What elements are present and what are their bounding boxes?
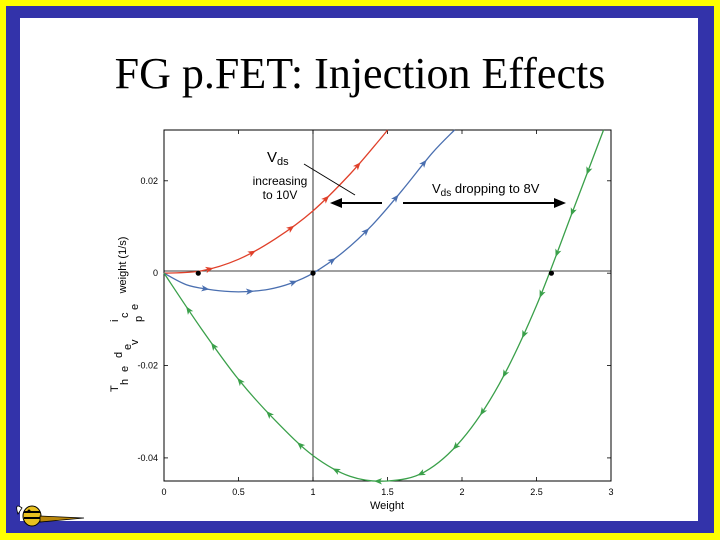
x-tick-label: 0.5 <box>232 487 245 497</box>
y-tick-label: 0 <box>153 268 158 278</box>
direction-arrow-green <box>502 369 510 378</box>
x-axis-ticks: 0 0.5 1 1.5 2 2.5 3 <box>161 130 614 497</box>
direction-arrow-red <box>247 250 256 258</box>
yellow-jacket-logo <box>16 505 85 527</box>
direction-arrow-green <box>522 329 529 339</box>
x-tick-label: 1.5 <box>381 487 394 497</box>
direction-arrows <box>186 159 593 485</box>
overlap-letter: d <box>113 352 125 358</box>
overlap-letter: T <box>109 385 121 392</box>
y-axis-ticks: 0.02 0 -0.02 -0.04 <box>137 176 611 463</box>
overlap-letter: v <box>129 339 141 345</box>
direction-arrow-green <box>297 442 306 450</box>
direction-arrow-green <box>570 207 577 216</box>
vds-label: Vds <box>267 149 289 168</box>
vds-pointer-line <box>303 163 356 196</box>
direction-arrow-blue <box>391 194 399 203</box>
overlap-letter: e <box>119 366 131 372</box>
left-arrow <box>330 198 382 208</box>
plot-area <box>163 129 612 482</box>
overlap-letter: p <box>133 316 145 322</box>
slide-content-area <box>20 18 698 521</box>
equilibrium-point <box>548 270 555 276</box>
direction-arrow-green <box>186 306 194 315</box>
equilibrium-markers <box>195 270 555 276</box>
overlap-letter: c <box>119 312 131 318</box>
y-tick-label: -0.02 <box>137 361 158 371</box>
x-tick-label: 3 <box>608 487 613 497</box>
direction-arrow-red <box>321 195 330 204</box>
direction-arrow-blue <box>419 159 427 168</box>
equilibrium-point <box>195 270 201 276</box>
direction-arrow-green <box>374 478 383 485</box>
y-tick-label: -0.04 <box>137 453 158 463</box>
direction-arrow-green <box>237 377 245 387</box>
direction-arrow-green <box>555 248 562 258</box>
increasing-label-line1: increasing <box>253 174 308 188</box>
direction-arrow-red <box>353 162 361 171</box>
equilibrium-point <box>310 270 316 276</box>
overlap-letter: h <box>119 379 131 385</box>
dropping-label: Vds dropping to 8V <box>432 181 540 199</box>
direction-arrow-green <box>539 289 546 299</box>
x-tick-label: 0 <box>161 487 166 497</box>
right-arrow <box>403 198 566 208</box>
overlap-letter: e <box>122 344 134 350</box>
y-tick-label: 0.02 <box>140 176 158 186</box>
x-axis-title: Weight <box>370 500 404 512</box>
direction-arrow-blue <box>245 288 255 295</box>
direction-arrow-green <box>266 411 275 420</box>
y-axis-title: weight (1/s) <box>117 237 129 295</box>
slide-title: FG p.FET: Injection Effects <box>114 49 606 98</box>
direction-arrow-green <box>332 468 341 475</box>
direction-arrow-green <box>480 407 488 416</box>
x-tick-label: 2 <box>459 487 464 497</box>
direction-arrow-red <box>286 225 295 233</box>
overlap-letter: i <box>109 320 121 322</box>
overlap-letter: e <box>129 304 141 310</box>
direction-arrow-blue <box>327 257 336 266</box>
direction-arrow-green <box>452 441 461 450</box>
x-tick-label: 1 <box>310 487 315 497</box>
direction-arrow-green <box>417 469 426 476</box>
direction-arrow-blue <box>361 228 370 237</box>
increasing-label-line2: to 10V <box>263 188 298 202</box>
direction-arrow-green <box>586 166 593 175</box>
x-tick-label: 2.5 <box>530 487 543 497</box>
direction-arrow-red <box>204 266 214 274</box>
direction-arrow-green <box>211 342 219 351</box>
direction-arrow-blue <box>201 285 210 292</box>
direction-arrow-blue <box>288 280 298 287</box>
